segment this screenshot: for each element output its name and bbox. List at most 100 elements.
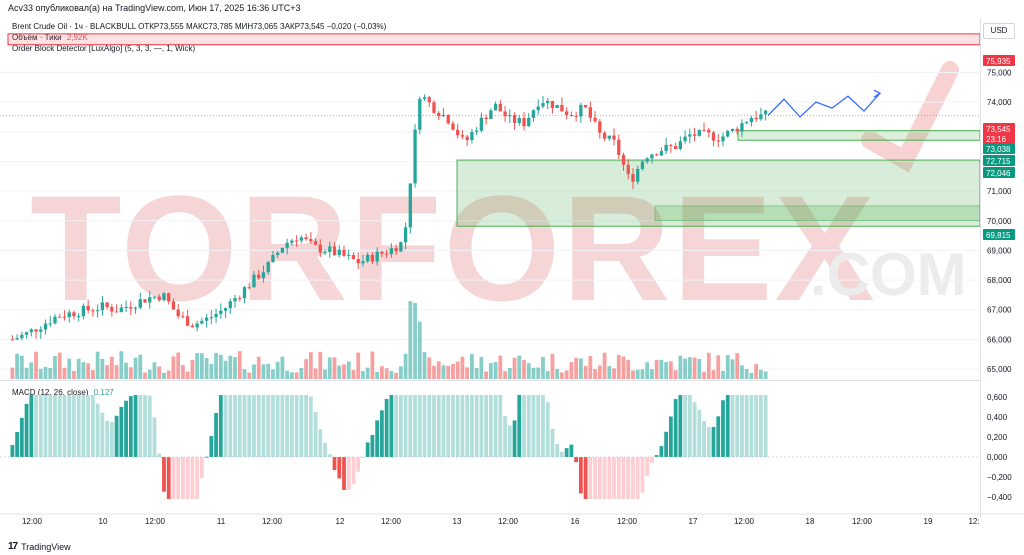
forecast-path <box>767 92 881 118</box>
macd-tick-label: −0,200 <box>987 473 1012 482</box>
candle-body <box>413 129 417 184</box>
macd-bar <box>375 420 380 457</box>
macd-bar <box>640 457 645 493</box>
volume-bar <box>214 352 218 379</box>
candle-body <box>422 97 427 99</box>
candle-body <box>86 305 90 311</box>
bearish-order-block <box>7 33 981 46</box>
volume-bar <box>631 370 635 379</box>
candle-body <box>465 136 469 141</box>
macd-bar <box>607 457 612 499</box>
price-tag <box>983 167 1015 178</box>
time-tick-label: 12:00 <box>617 517 638 526</box>
macd-bar <box>659 446 664 457</box>
macd-bar <box>597 457 602 499</box>
candle-body <box>669 144 673 147</box>
macd-bar <box>48 395 53 457</box>
volume-bar <box>162 372 166 379</box>
macd-bar <box>247 395 252 457</box>
macd-bar <box>162 457 166 492</box>
candle-body <box>81 305 86 317</box>
candle-body <box>593 117 597 122</box>
macd-bar <box>626 457 631 499</box>
candle-body <box>309 239 313 242</box>
volume-bar <box>285 370 290 379</box>
volume-bar <box>607 366 612 379</box>
macd-bar <box>408 395 413 457</box>
candle-body <box>655 154 659 156</box>
candle-body <box>361 261 365 264</box>
volume-bar <box>337 365 342 379</box>
candle-body <box>138 299 142 308</box>
candle-body <box>318 244 322 253</box>
price-tag <box>983 55 1015 66</box>
macd-bar <box>493 395 498 457</box>
candle-body <box>754 117 758 120</box>
macd-bar <box>697 410 702 457</box>
macd-bar <box>545 402 550 457</box>
volume-legend[interactable]: Объём · Тики 2,92K <box>12 32 91 43</box>
candle-body <box>617 139 621 155</box>
macd-bar <box>10 445 15 457</box>
volume-bar <box>195 353 200 379</box>
volume-bar <box>597 365 602 379</box>
macd-tick-label: −0,400 <box>987 493 1012 502</box>
candle-body <box>228 301 232 309</box>
macd-bar <box>337 457 342 479</box>
macd-bar <box>379 410 384 457</box>
macd-bar <box>313 411 318 457</box>
volume-bar <box>668 361 673 379</box>
volume-bar <box>105 365 110 379</box>
macd-bar <box>763 395 768 457</box>
candle-body <box>697 129 701 136</box>
macd-bar <box>422 395 427 457</box>
time-tick-label: 18 <box>806 517 815 526</box>
macd-bar <box>749 395 754 457</box>
macd-bar <box>692 402 697 457</box>
candle-body <box>664 144 668 152</box>
candles-group <box>10 94 768 341</box>
volume-bar <box>417 321 422 379</box>
volume-bar <box>294 372 299 379</box>
candle-body <box>190 325 195 328</box>
volume-bar <box>100 358 105 379</box>
macd-bar <box>488 395 493 457</box>
candle-body <box>114 311 119 313</box>
pane-separator[interactable] <box>0 380 980 381</box>
symbol-legend[interactable]: Brent Crude Oil · 1ч · BLACKBULL ОТКР73,… <box>12 21 389 32</box>
volume-bar <box>15 353 20 379</box>
volume-group <box>10 301 768 379</box>
macd-bar <box>654 455 659 457</box>
volume-bar <box>512 357 517 379</box>
price-tag <box>983 123 1015 134</box>
volume-bar <box>43 366 48 379</box>
candle-body <box>512 115 517 123</box>
macd-bar <box>716 416 721 457</box>
macd-bar <box>242 395 247 457</box>
macd-bar <box>289 395 294 457</box>
macd-bar <box>171 457 176 499</box>
candle-body <box>58 316 62 318</box>
volume-legend-value: 2,92K <box>67 33 88 42</box>
price-tick-label: 69,000 <box>987 246 1012 255</box>
volume-bar <box>62 367 67 379</box>
candle-body <box>304 237 308 240</box>
volume-bar <box>711 370 716 379</box>
indicator-legend[interactable]: Order Block Detector [LuxAlgo] (5, 3, 3,… <box>12 43 198 54</box>
candle-body <box>541 103 545 107</box>
candle-body <box>214 314 218 318</box>
currency-button[interactable]: USD <box>983 23 1015 39</box>
candle-body <box>332 246 337 256</box>
macd-bar <box>564 448 569 457</box>
volume-bar <box>555 368 560 379</box>
candle-body <box>588 107 593 118</box>
macd-bar <box>631 457 635 499</box>
volume-bar <box>422 352 427 379</box>
macd-legend[interactable]: MACD (12, 26, close) 0,127 <box>12 387 117 398</box>
candle-body <box>394 248 398 252</box>
candle-body <box>285 242 289 248</box>
candle-body <box>659 151 664 156</box>
watermark-domain: .COM <box>810 241 967 308</box>
macd-bar <box>725 395 730 457</box>
